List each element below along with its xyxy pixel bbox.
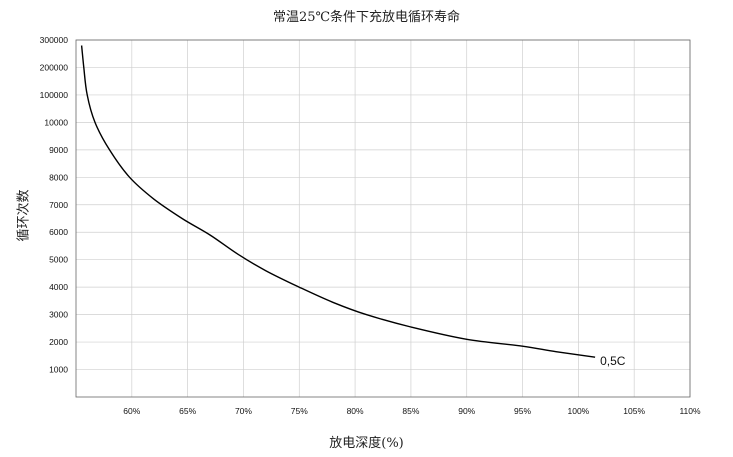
x-tick-label: 65% [179, 406, 196, 416]
x-axis-label: 放电深度(%) [329, 436, 404, 451]
plot-frame [75, 39, 691, 398]
x-tick-label: 70% [235, 406, 252, 416]
y-tick-label: 10000 [44, 117, 68, 127]
series-line-0 [80, 45, 596, 358]
x-tick-label: 85% [402, 406, 419, 416]
x-tick-label: 90% [458, 406, 475, 416]
x-tick-label: 95% [514, 406, 531, 416]
y-tick-label: 8000 [49, 172, 68, 182]
x-tick-label: 80% [347, 406, 364, 416]
y-tick-label: 100000 [40, 90, 69, 100]
y-tick-label: 4000 [49, 282, 68, 292]
y-tick-label: 300000 [40, 35, 69, 45]
series-layer: 0,5C [80, 45, 626, 368]
y-tick-label: 2000 [49, 337, 68, 347]
y-tick-label: 9000 [49, 145, 68, 155]
y-tick-label: 5000 [49, 255, 68, 265]
x-tick-label: 100% [567, 406, 589, 416]
y-tick-label: 6000 [49, 227, 68, 237]
x-tick-labels: 60% 65% 70% 75% 80% 85% 90% 95% 100% 105% 110% [123, 406, 701, 416]
y-tick-labels: 1000 2000 3000 4000 5000 6000 7000 8000 9000 1000… [40, 35, 69, 375]
y-tick-label: 1000 [49, 365, 68, 375]
grid-lines [76, 39, 691, 397]
y-tick-label: 200000 [40, 62, 69, 72]
y-tick-label: 7000 [49, 200, 68, 210]
chart-title: 常温25℃条件下充放电循环寿命 [272, 10, 461, 25]
x-tick-label: 110% [679, 406, 701, 416]
x-tick-label: 75% [291, 406, 308, 416]
x-tick-label: 60% [123, 406, 140, 416]
series-label-0: 0,5C [600, 354, 626, 368]
x-tick-label: 105% [623, 406, 645, 416]
y-tick-label: 3000 [49, 310, 68, 320]
